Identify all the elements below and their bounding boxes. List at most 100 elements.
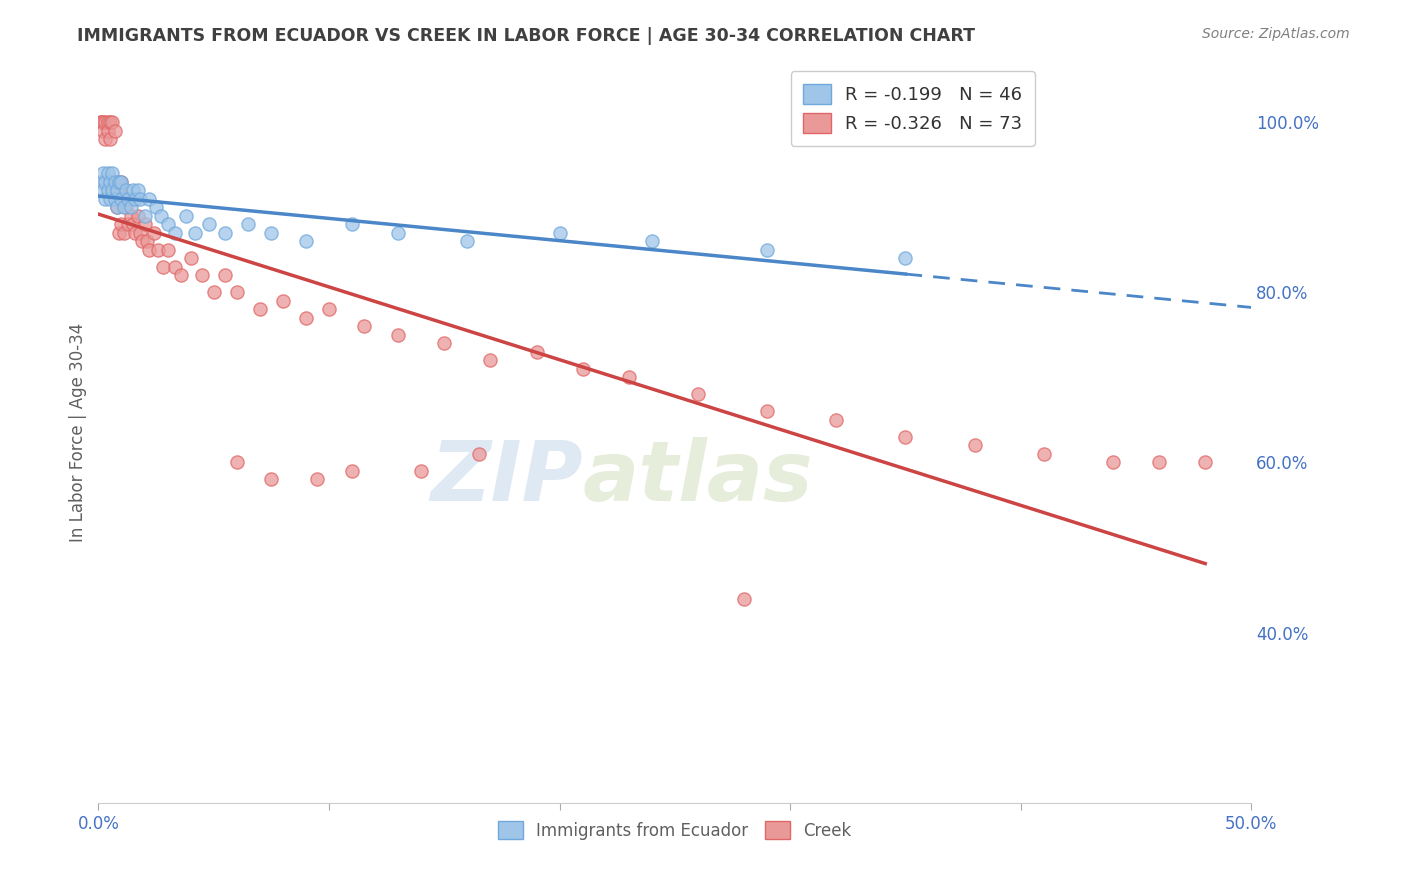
Point xyxy=(318,302,340,317)
Point xyxy=(1032,447,1054,461)
Point xyxy=(108,183,131,197)
Point xyxy=(138,243,160,257)
Point xyxy=(105,200,128,214)
Point xyxy=(260,226,283,240)
Point xyxy=(353,319,375,334)
Point xyxy=(225,455,247,469)
Point xyxy=(94,175,117,189)
Point xyxy=(340,217,363,231)
Y-axis label: In Labor Force | Age 30-34: In Labor Force | Age 30-34 xyxy=(69,323,87,542)
Text: atlas: atlas xyxy=(582,436,813,517)
Point xyxy=(295,310,318,325)
Point xyxy=(91,183,114,197)
Point xyxy=(124,192,146,206)
Point xyxy=(963,438,986,452)
Point xyxy=(115,183,138,197)
Point xyxy=(91,115,114,129)
Point xyxy=(1102,455,1125,469)
Point xyxy=(163,226,186,240)
Point xyxy=(249,302,271,317)
Point xyxy=(101,166,124,180)
Point xyxy=(90,115,112,129)
Point xyxy=(105,200,128,214)
Text: IMMIGRANTS FROM ECUADOR VS CREEK IN LABOR FORCE | AGE 30-34 CORRELATION CHART: IMMIGRANTS FROM ECUADOR VS CREEK IN LABO… xyxy=(77,27,976,45)
Point xyxy=(98,192,121,206)
Point xyxy=(156,217,179,231)
Point xyxy=(411,464,433,478)
Point xyxy=(225,285,247,300)
Point xyxy=(105,183,128,197)
Point xyxy=(456,234,478,248)
Point xyxy=(97,123,120,137)
Text: ZIP: ZIP xyxy=(430,436,582,517)
Point xyxy=(686,387,709,401)
Point xyxy=(733,591,755,606)
Point xyxy=(134,209,156,223)
Point xyxy=(110,217,132,231)
Point xyxy=(90,175,112,189)
Point xyxy=(170,268,193,283)
Point xyxy=(307,472,329,486)
Point xyxy=(98,132,121,146)
Point xyxy=(110,192,132,206)
Point xyxy=(479,353,502,368)
Point xyxy=(295,234,318,248)
Point xyxy=(138,192,160,206)
Point xyxy=(260,472,283,486)
Point xyxy=(117,192,139,206)
Point xyxy=(271,293,294,308)
Point xyxy=(91,123,114,137)
Point xyxy=(103,123,125,137)
Point xyxy=(214,226,236,240)
Point xyxy=(105,175,128,189)
Point xyxy=(191,268,214,283)
Point xyxy=(97,183,120,197)
Point xyxy=(117,192,139,206)
Point xyxy=(202,285,225,300)
Point xyxy=(148,243,170,257)
Point xyxy=(127,209,149,223)
Point xyxy=(122,217,145,231)
Point xyxy=(120,209,142,223)
Point xyxy=(117,217,139,231)
Point xyxy=(571,361,593,376)
Point xyxy=(387,226,409,240)
Point xyxy=(174,209,197,223)
Point xyxy=(184,226,207,240)
Point xyxy=(110,175,132,189)
Point xyxy=(108,175,131,189)
Point xyxy=(122,183,145,197)
Point xyxy=(124,226,146,240)
Point xyxy=(108,226,131,240)
Point xyxy=(91,166,114,180)
Point xyxy=(103,175,125,189)
Text: Source: ZipAtlas.com: Source: ZipAtlas.com xyxy=(1202,27,1350,41)
Point xyxy=(149,209,172,223)
Point xyxy=(145,200,167,214)
Point xyxy=(214,268,236,283)
Point xyxy=(1147,455,1170,469)
Point xyxy=(548,226,571,240)
Point xyxy=(894,251,917,265)
Point xyxy=(340,464,363,478)
Point xyxy=(387,327,409,342)
Point xyxy=(98,175,121,189)
Point xyxy=(112,226,135,240)
Point xyxy=(94,115,117,129)
Point xyxy=(198,217,221,231)
Point xyxy=(101,115,124,129)
Point xyxy=(1194,455,1216,469)
Point xyxy=(115,200,138,214)
Point xyxy=(90,115,112,129)
Point xyxy=(641,234,664,248)
Point xyxy=(120,200,142,214)
Point xyxy=(94,132,117,146)
Point xyxy=(894,430,917,444)
Point xyxy=(112,192,135,206)
Point xyxy=(101,183,124,197)
Point xyxy=(163,260,186,274)
Point xyxy=(134,217,156,231)
Point xyxy=(433,336,456,351)
Point xyxy=(97,115,120,129)
Point xyxy=(98,175,121,189)
